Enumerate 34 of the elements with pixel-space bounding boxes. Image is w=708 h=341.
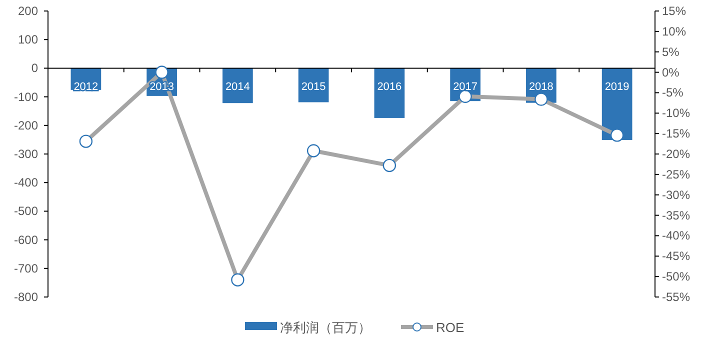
y-tick-label: -700 (14, 261, 38, 276)
y-tick-label: -600 (14, 232, 38, 247)
y-tick-label: -100 (14, 90, 38, 104)
y2-tick-label: 0% (662, 65, 680, 80)
y-tick-label: 0 (31, 61, 38, 76)
legend-label: ROE (436, 320, 464, 335)
y2-tick-label: -25% (662, 167, 690, 182)
y2-tick-label: -5% (662, 86, 684, 100)
y-tick-label: 200 (18, 4, 38, 18)
x-tick-label: 2017 (453, 81, 478, 94)
y2-tick-label: 15% (662, 4, 686, 18)
x-tick-label: 2016 (377, 81, 402, 94)
y2-tick-label: -35% (662, 208, 690, 222)
y2-tick-label: -40% (662, 228, 690, 243)
y2-tick-label: 5% (662, 44, 680, 59)
y-tick-label: -800 (14, 290, 38, 304)
y-tick-label: -200 (14, 118, 38, 132)
y-tick-label: 100 (18, 32, 38, 47)
x-tick-label: 2018 (528, 81, 554, 94)
y2-tick-label: -55% (662, 290, 690, 304)
x-tick-label: 2014 (225, 81, 250, 94)
y2-tick-label: -30% (662, 188, 690, 202)
y-tick-label: -300 (14, 147, 38, 161)
y2-tick-label: -10% (662, 106, 690, 120)
y2-tick-label: -45% (662, 249, 690, 264)
y2-tick-label: -50% (662, 270, 690, 284)
y2-tick-label: -15% (662, 126, 690, 141)
y-tick-label: -400 (14, 176, 38, 190)
legend-label: 净利润（百万） (280, 320, 371, 335)
x-tick-label: 2019 (604, 81, 630, 94)
x-tick-label: 2015 (301, 81, 326, 94)
y2-tick-label: 10% (662, 24, 686, 38)
y-tick-label: -500 (14, 204, 38, 218)
y2-tick-label: -20% (662, 147, 690, 161)
